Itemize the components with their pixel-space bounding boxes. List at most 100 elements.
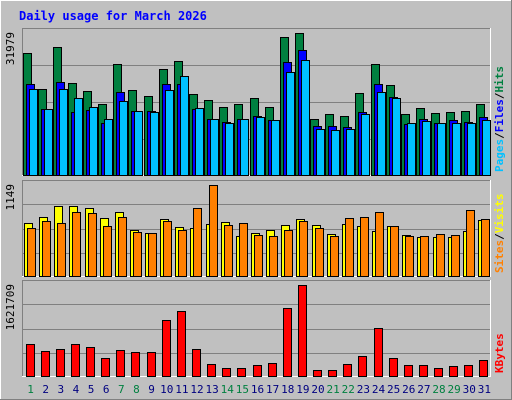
legend-label-pages: Pages [493, 139, 506, 172]
bar-kbytes-day-1 [26, 344, 35, 377]
visits-sites-panel: 1149 Sites/Visits [4, 180, 506, 277]
bar-sites-day-16 [254, 235, 263, 277]
chart-title: Daily usage for March 2026 [19, 9, 207, 23]
bar-sites-day-22 [345, 218, 354, 277]
day-label-13: 13 [205, 383, 218, 396]
bar-sites-day-30 [466, 210, 475, 277]
bar-kbytes-day-9 [147, 352, 156, 377]
bar-sites-day-6 [103, 226, 112, 277]
bar-sites-day-8 [133, 232, 142, 277]
bar-sites-day-2 [42, 221, 51, 277]
day-label-21: 21 [327, 383, 340, 396]
day-label-9: 9 [148, 383, 155, 396]
bar-kbytes-day-16 [253, 365, 262, 377]
bar-sites-day-21 [330, 236, 339, 277]
bar-sites-day-23 [360, 217, 369, 277]
day-label-26: 26 [402, 383, 415, 396]
bar-kbytes-day-2 [41, 351, 50, 377]
day-label-7: 7 [118, 383, 125, 396]
legend-label-kbytes: KBytes [493, 333, 506, 373]
y-max-label: 1149 [4, 184, 17, 211]
bar-pages-day-26 [407, 123, 416, 176]
bar-pages-day-8 [134, 111, 143, 176]
day-label-1: 1 [27, 383, 34, 396]
day-label-14: 14 [221, 383, 235, 396]
bar-sites-day-15 [239, 223, 248, 277]
y-max-label: 31979 [4, 32, 17, 65]
legend-separator: / [493, 132, 506, 139]
day-label-15: 15 [236, 383, 249, 396]
day-label-27: 27 [417, 383, 430, 396]
bar-sites-day-7 [118, 217, 127, 277]
legend-label-sites: Sites [493, 240, 506, 273]
bar-kbytes-day-27 [419, 365, 428, 377]
bar-kbytes-day-20 [313, 370, 322, 377]
day-axis-labels: 1 2 3 4 5 6 7 8 9 10 11 12 13 14 15 16 17 18 19 20 21 22 23 24 2… [27, 383, 491, 396]
bar-pages-day-19 [301, 60, 310, 176]
bar-kbytes-day-23 [358, 356, 367, 377]
day-label-16: 16 [251, 383, 264, 396]
bar-sites-day-18 [284, 230, 293, 277]
bar-pages-day-2 [44, 109, 53, 176]
bar-pages-day-15 [240, 119, 249, 176]
bar-pages-day-25 [392, 98, 401, 176]
day-label-17: 17 [266, 383, 279, 396]
legend-hits-files-pages: Pages/Files/Hits [493, 66, 506, 172]
day-label-30: 30 [463, 383, 476, 396]
day-label-3: 3 [58, 383, 65, 396]
bar-kbytes-day-21 [328, 370, 337, 377]
legend-separator: / [493, 233, 506, 240]
bar-sites-day-20 [315, 228, 324, 277]
day-label-31: 31 [478, 383, 491, 396]
bar-kbytes-day-29 [449, 366, 458, 377]
day-label-6: 6 [103, 383, 110, 396]
bar-pages-day-31 [482, 120, 491, 176]
day-label-11: 11 [175, 383, 188, 396]
bar-kbytes-day-25 [389, 358, 398, 377]
panel-background [22, 280, 491, 377]
bar-pages-day-21 [331, 130, 340, 176]
bar-pages-day-9 [150, 112, 159, 176]
bar-kbytes-day-31 [479, 360, 488, 377]
bar-pages-day-17 [271, 120, 280, 176]
bar-sites-day-10 [163, 221, 172, 277]
bar-pages-day-7 [119, 101, 128, 176]
bar-pages-day-1 [29, 89, 38, 176]
legend-kbytes: KBytes [493, 333, 506, 373]
bar-sites-day-9 [148, 233, 157, 277]
bar-pages-day-27 [422, 121, 431, 176]
day-label-10: 10 [160, 383, 173, 396]
bar-pages-day-3 [59, 89, 68, 176]
day-label-23: 23 [357, 383, 370, 396]
bar-pages-day-13 [210, 119, 219, 176]
day-label-5: 5 [88, 383, 95, 396]
bar-sites-day-26 [405, 236, 414, 277]
bar-kbytes-day-8 [131, 352, 140, 377]
day-label-19: 19 [296, 383, 309, 396]
day-label-29: 29 [448, 383, 461, 396]
day-label-25: 25 [387, 383, 400, 396]
bar-pages-day-14 [225, 123, 234, 176]
legend-label-hits: Hits [493, 66, 506, 93]
bar-pages-day-10 [165, 90, 174, 176]
bar-kbytes-day-18 [283, 308, 292, 377]
legend-separator: / [493, 92, 506, 99]
bar-pages-day-23 [361, 114, 370, 176]
bar-sites-day-1 [27, 228, 36, 277]
bar-sites-day-11 [178, 230, 187, 277]
y-max-label: 1621709 [4, 284, 17, 330]
bar-kbytes-day-22 [343, 364, 352, 377]
bar-pages-day-5 [89, 107, 98, 176]
bar-kbytes-day-15 [237, 368, 246, 377]
bar-sites-day-17 [269, 236, 278, 277]
bar-kbytes-day-7 [116, 350, 125, 377]
bar-kbytes-day-3 [56, 349, 65, 377]
legend-label-files: Files [493, 99, 506, 132]
bar-kbytes-day-24 [374, 328, 383, 377]
bar-kbytes-day-14 [222, 368, 231, 377]
bar-kbytes-day-17 [268, 363, 277, 377]
bar-kbytes-day-6 [101, 358, 110, 377]
day-label-4: 4 [73, 383, 80, 396]
